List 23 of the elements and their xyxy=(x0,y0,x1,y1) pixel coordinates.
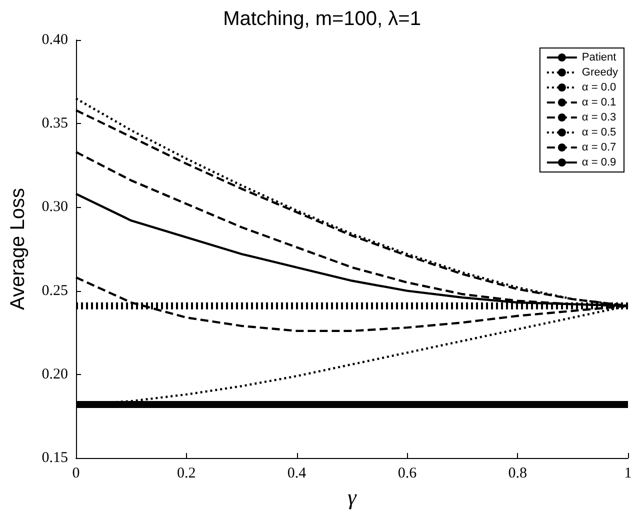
legend-label: α = 0.3 xyxy=(582,112,616,124)
legend-label: α = 0.5 xyxy=(582,126,616,138)
x-tick-label: 1 xyxy=(624,466,632,482)
legend-label: α = 0.1 xyxy=(582,96,616,108)
y-tick-label: 0.40 xyxy=(42,32,68,48)
x-tick-label: 0 xyxy=(72,466,80,482)
y-tick-label: 0.35 xyxy=(42,116,68,132)
y-tick-label: 0.15 xyxy=(42,450,68,466)
legend-label: α = 0.9 xyxy=(582,156,616,168)
legend-label: α = 0.0 xyxy=(582,82,616,94)
legend-label: Patient xyxy=(582,52,616,64)
x-axis-title: γ xyxy=(348,484,358,510)
y-axis-title: Average Loss xyxy=(7,188,29,310)
y-tick-label: 0.25 xyxy=(42,282,68,299)
x-tick-label: 0.6 xyxy=(398,466,418,482)
x-tick-label: 0.2 xyxy=(177,466,196,482)
chart-title: Matching, m=100, λ=1 xyxy=(223,8,421,30)
legend-label: Greedy xyxy=(582,66,618,78)
x-tick-label: 0.4 xyxy=(287,466,307,482)
legend-label: α = 0.7 xyxy=(582,142,616,154)
y-tick-label: 0.20 xyxy=(42,366,68,382)
x-tick-label: 0.8 xyxy=(508,466,527,482)
y-tick-label: 0.30 xyxy=(42,199,68,216)
